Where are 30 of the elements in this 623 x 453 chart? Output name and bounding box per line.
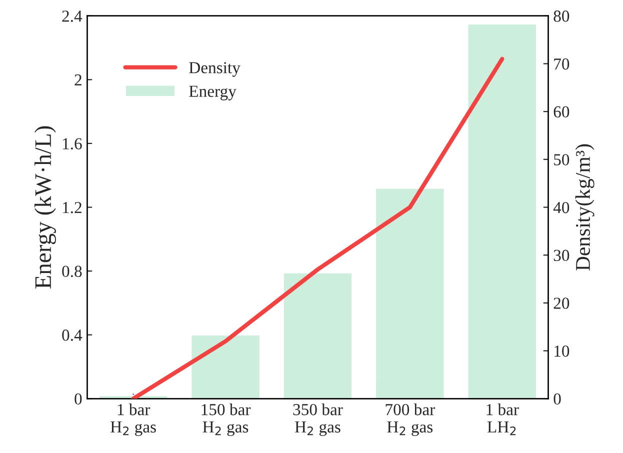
bar bbox=[282, 272, 353, 399]
legend-label: Density bbox=[189, 62, 240, 77]
y2-tick-label: 80 bbox=[554, 10, 570, 22]
y-tick-label: 0 bbox=[74, 393, 82, 405]
y-tick-label: 2 bbox=[74, 74, 82, 86]
bar bbox=[374, 187, 446, 399]
x-tick-label: 1 bar H$_{2}$ gas bbox=[110, 404, 156, 436]
y2-tick-label: 40 bbox=[553, 202, 570, 214]
y-tick-label: 1.2 bbox=[62, 202, 82, 214]
y2-tick-label: 30 bbox=[554, 250, 570, 262]
y2-tick-label: 20 bbox=[554, 298, 570, 309]
y-axis-title: Energy (kW·h/L) bbox=[34, 126, 56, 289]
bar bbox=[190, 334, 261, 399]
legend-label: Energy bbox=[189, 86, 236, 100]
y2-tick-label: 10 bbox=[554, 345, 570, 357]
y-tick-label: 0.8 bbox=[62, 266, 82, 278]
x-tick-label: 1 bar LH$_{2}$ bbox=[486, 404, 519, 436]
y2-tick-label: 50 bbox=[554, 154, 570, 166]
y-tick-label: 1.6 bbox=[62, 138, 82, 150]
x-tick-label: 700 bar H$_{2}$ gas bbox=[386, 404, 436, 436]
y2-tick-label: 70 bbox=[554, 58, 570, 70]
y2-tick-label: 0 bbox=[554, 393, 561, 405]
bar bbox=[466, 23, 538, 399]
y2-axis-title: Density(kg/m³) bbox=[575, 144, 594, 271]
y-tick-label: 0.4 bbox=[62, 330, 82, 341]
y2-tick-label: 60 bbox=[554, 106, 570, 118]
x-tick-label: 150 bar H$_{2}$ gas bbox=[202, 404, 251, 436]
line-series bbox=[131, 56, 504, 399]
x-tick-label: 350 bar H$_{2}$ gas bbox=[293, 404, 343, 436]
y-tick-label: 2.4 bbox=[62, 10, 82, 22]
